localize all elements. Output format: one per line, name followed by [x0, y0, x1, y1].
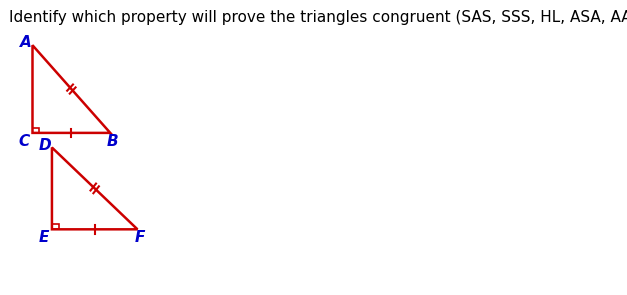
- Text: F: F: [134, 230, 145, 245]
- Text: B: B: [107, 134, 118, 149]
- Text: E: E: [38, 230, 48, 245]
- Text: C: C: [18, 134, 29, 149]
- Text: A: A: [19, 35, 31, 50]
- Text: Identify which property will prove the triangles congruent (SAS, SSS, HL, ASA, A: Identify which property will prove the t…: [9, 10, 627, 25]
- Text: D: D: [39, 138, 51, 153]
